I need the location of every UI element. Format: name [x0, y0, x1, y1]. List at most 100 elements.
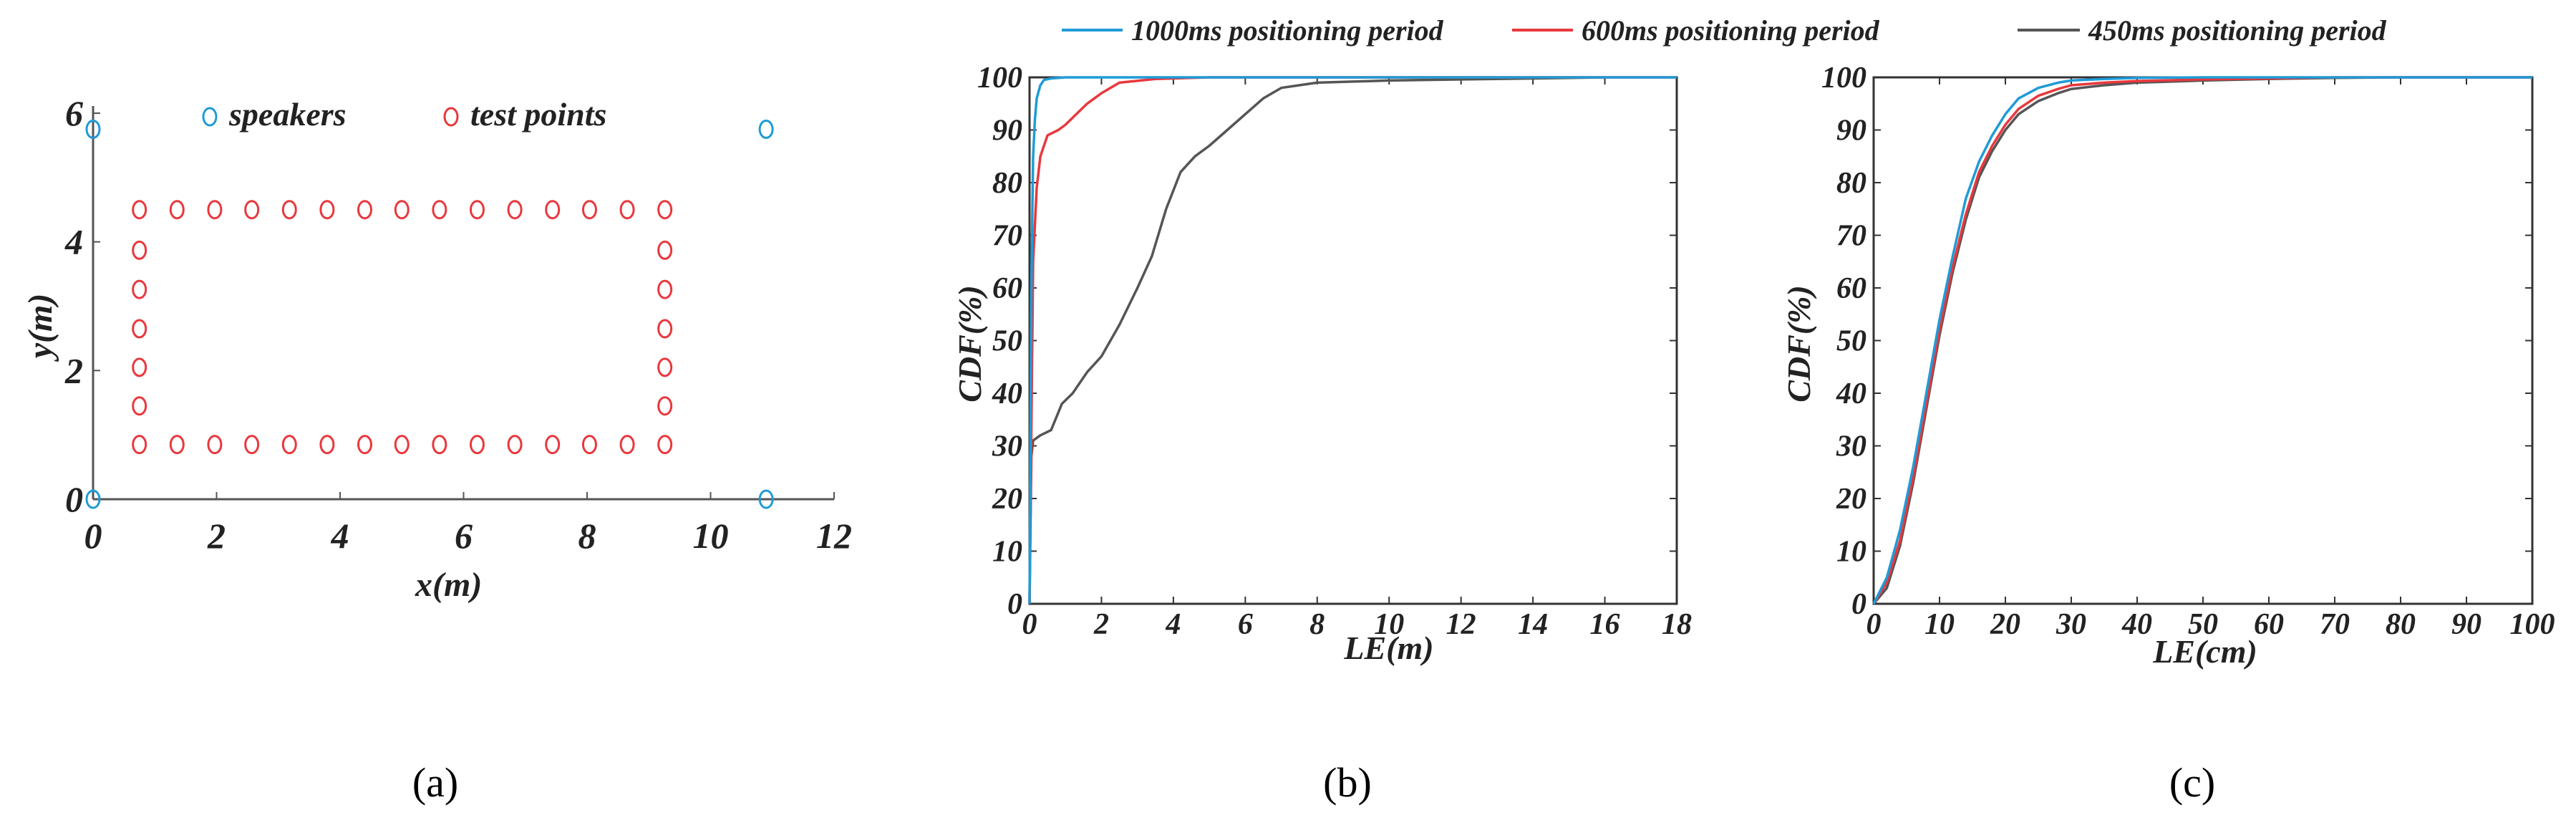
marker-test-points — [394, 435, 410, 455]
panel-a-ticks: 0 2 4 6 8 10 12 0 2 4 6 — [64, 93, 852, 556]
panel-a-xtick-label: 6 — [455, 516, 473, 556]
panel-b-ytick-label: 60 — [992, 272, 1022, 305]
marker-test-points — [132, 357, 147, 377]
panel-c-caption: (c) — [2169, 759, 2215, 806]
marker-test-points — [244, 200, 260, 220]
panel-c-line-600ms — [1872, 76, 2532, 605]
panel-b-xlabel: LE(m) — [1343, 630, 1433, 666]
legend-label-450ms: 450ms positioning period — [2088, 14, 2387, 47]
panel-c-line-1000ms — [1872, 76, 2532, 605]
panel-b-ytick-label: 0 — [1007, 588, 1022, 621]
panel-c-ytick-label: 60 — [1836, 272, 1866, 305]
panel-b-ytick-label: 100 — [977, 62, 1022, 95]
panel-b-xtick-label: 14 — [1518, 608, 1548, 641]
marker-test-points — [319, 435, 335, 455]
panel-b-xtick-label: 2 — [1093, 608, 1109, 641]
marker-speakers — [85, 489, 101, 509]
marker-test-points — [581, 200, 597, 220]
marker-speakers — [758, 489, 774, 509]
panel-c-xtick-label: 20 — [1990, 608, 2020, 641]
legend-label-600ms: 600ms positioning period — [1582, 14, 1880, 47]
panel-a-xlabel: x(m) — [415, 566, 482, 604]
marker-test-points — [432, 435, 447, 455]
marker-test-points — [657, 357, 673, 377]
panel-c-xtick-label: 30 — [2056, 608, 2086, 641]
panel-b-ylabel: CDF(%) — [952, 285, 988, 403]
panel-a-xtick-label: 4 — [331, 516, 349, 556]
panel-b-cdf-chart: 0 2 4 6 8 10 12 14 16 18 0 10 20 30 40 50 60 70 80 90 100 LE… — [952, 62, 1692, 806]
marker-test-points — [619, 435, 635, 455]
marker-test-points — [132, 240, 147, 260]
marker-test-points — [169, 435, 185, 455]
panel-c-xtick-label: 50 — [2188, 608, 2218, 641]
panel-b-ytick-label: 20 — [992, 483, 1022, 516]
panel-a-ytick-label: 0 — [65, 479, 83, 519]
marker-test-points — [469, 435, 485, 455]
panel-b-ytick-label: 50 — [992, 325, 1022, 358]
legend-label-speakers: speakers — [228, 96, 347, 133]
panel-b-series — [1028, 76, 1677, 605]
panel-b-line-600ms — [1028, 76, 1677, 605]
panel-b-xtick-label: 12 — [1446, 608, 1476, 641]
panel-a-caption: (a) — [412, 759, 458, 806]
panel-b-line-450ms — [1028, 76, 1605, 605]
panel-c-ytick-label: 90 — [1836, 115, 1866, 148]
panel-c-ytick-label: 100 — [1821, 62, 1866, 95]
panel-b-xtick-label: 16 — [1590, 608, 1620, 641]
panel-a-ytick-label: 6 — [65, 93, 83, 133]
panel-c-xtick-label: 10 — [1924, 608, 1955, 641]
panel-b-ytick-label: 40 — [992, 377, 1022, 410]
panel-a-markers — [85, 119, 774, 509]
panel-c-ytick-label: 0 — [1851, 588, 1866, 621]
marker-test-points — [132, 319, 147, 339]
marker-test-points — [619, 200, 635, 220]
marker-test-points — [657, 435, 673, 455]
marker-test-points — [432, 200, 447, 220]
panel-b-ytick-label: 10 — [992, 536, 1022, 569]
panel-a-xtick-label: 0 — [84, 516, 102, 556]
legend-label-test-points: test points — [470, 96, 606, 133]
shared-legend: 1000ms positioning period 600ms position… — [1062, 14, 2387, 47]
panel-c-ytick-label: 20 — [1836, 483, 1866, 516]
marker-test-points — [169, 200, 185, 220]
panel-b-ytick-label: 30 — [992, 430, 1022, 463]
panel-a-xtick-label: 2 — [207, 516, 226, 556]
marker-test-points — [319, 200, 335, 220]
panel-a-xtick-label: 12 — [816, 516, 852, 556]
marker-test-points — [545, 435, 561, 455]
marker-test-points — [244, 435, 260, 455]
panel-c-xtick-label: 60 — [2254, 608, 2284, 641]
marker-test-points — [357, 200, 372, 220]
marker-test-points — [281, 200, 297, 220]
panel-b-ytick-label: 90 — [992, 115, 1022, 148]
panel-c-ytick-label: 70 — [1836, 220, 1866, 253]
panel-c-ytick-label: 30 — [1836, 430, 1866, 463]
marker-test-points — [132, 435, 147, 455]
marker-test-points — [657, 279, 673, 299]
marker-test-points — [469, 200, 485, 220]
panel-b-xtick-label: 10 — [1374, 608, 1404, 641]
panel-a-ytick-label: 2 — [64, 350, 83, 390]
marker-test-points — [207, 200, 223, 220]
marker-test-points — [545, 200, 561, 220]
panel-b-xtick-label: 6 — [1238, 608, 1253, 641]
marker-speakers — [85, 119, 101, 139]
panel-c-xtick-label: 40 — [2121, 608, 2152, 641]
panel-b-ticks: 0 2 4 6 8 10 12 14 16 18 0 10 20 30 40 50 60 70 80 90 100 — [977, 62, 1692, 641]
panel-b-xtick-label: 4 — [1165, 608, 1181, 641]
panel-c-ytick-label: 40 — [1836, 377, 1866, 410]
panel-b-xtick-label: 8 — [1309, 608, 1325, 641]
panel-c-xlabel: LE(cm) — [2152, 633, 2257, 670]
marker-test-points — [507, 200, 523, 220]
marker-test-points — [207, 435, 223, 455]
panel-c-xtick-label: 90 — [2451, 608, 2481, 641]
panel-a-xtick-label: 8 — [578, 516, 596, 556]
panel-c-xtick-label: 0 — [1866, 608, 1882, 641]
panel-a-legend: speakers test points — [202, 96, 606, 133]
marker-test-points — [132, 279, 147, 299]
panel-a-ylabel: y(m) — [21, 294, 59, 362]
marker-test-points — [281, 435, 297, 455]
